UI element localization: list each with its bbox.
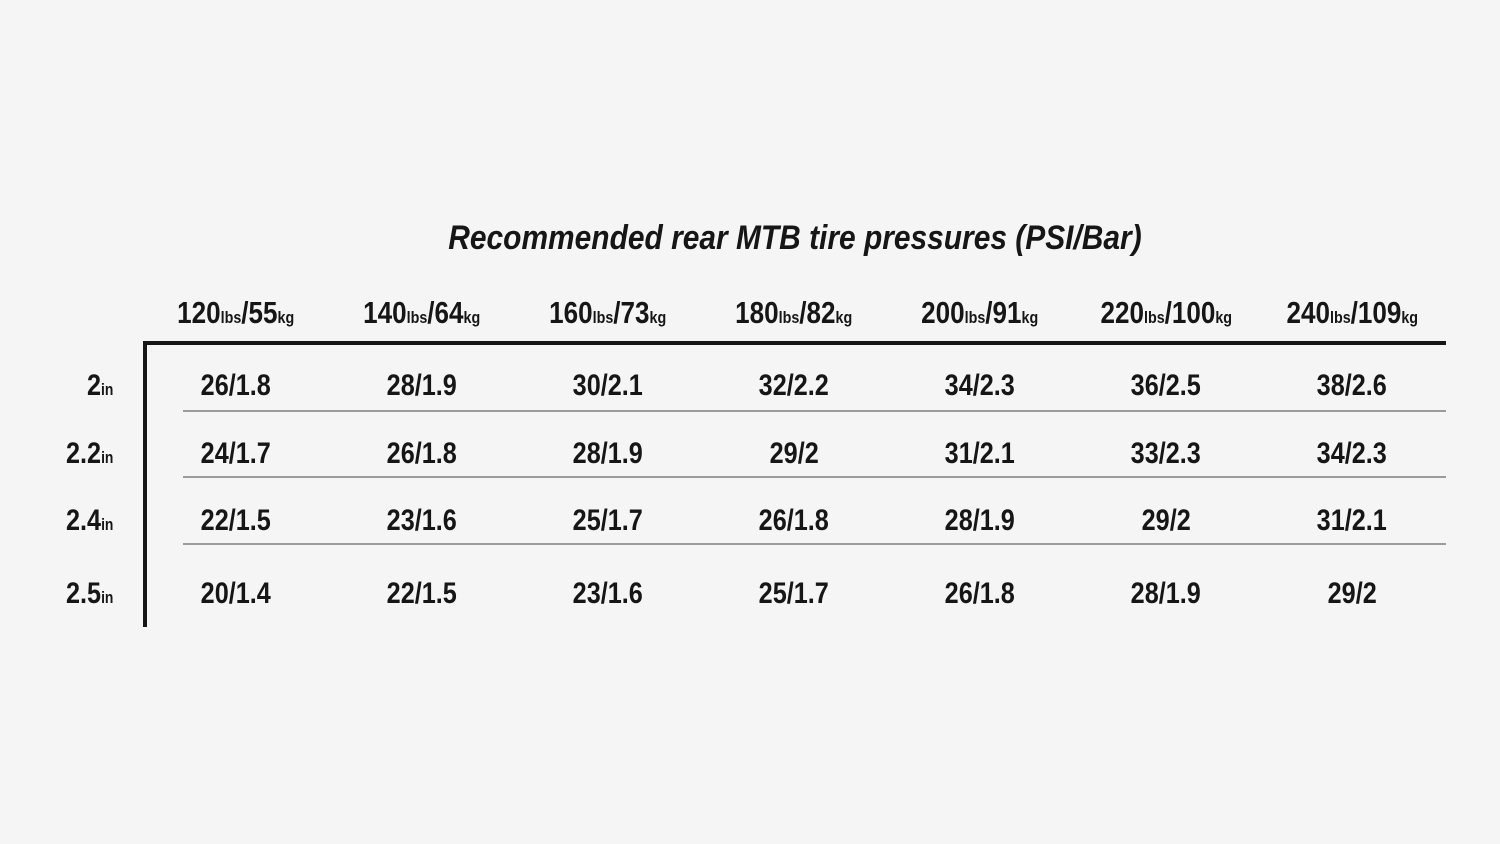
unit-lbs: lbs: [592, 308, 614, 327]
row-label-2-2in: 2.2in: [0, 412, 143, 478]
table-cell: 36/2.5: [1130, 368, 1202, 402]
row-separator: [183, 476, 1446, 478]
header-weight-lbs: 180: [735, 295, 779, 330]
unit-in: in: [100, 589, 113, 607]
page-title-text: Recommended rear MTB tire pressures (PSI…: [447, 219, 1142, 257]
column-header-120lbs: 120lbs/55kg: [143, 285, 329, 341]
table-cell: 28/1.9: [1130, 577, 1202, 610]
unit-lbs: lbs: [778, 308, 800, 327]
header-weight-kg: /73: [613, 295, 650, 330]
unit-kg: kg: [1401, 308, 1418, 327]
header-weight-lbs: 160: [549, 295, 593, 330]
table-left-border: [143, 341, 147, 627]
row-label-2-4in: 2.4in: [0, 478, 143, 545]
unit-kg: kg: [277, 308, 295, 327]
header-weight-kg: /64: [427, 295, 464, 330]
unit-lbs: lbs: [1329, 308, 1351, 327]
unit-lbs: lbs: [220, 308, 242, 327]
table-cell: 34/2.3: [944, 368, 1016, 402]
table-cell: 22/1.5: [386, 577, 458, 610]
table-cell: 30/2.1: [572, 368, 644, 402]
table-cell: 24/1.7: [200, 437, 272, 470]
unit-kg: kg: [463, 308, 481, 327]
header-weight-lbs: 220: [1100, 295, 1144, 330]
column-header-160lbs: 160lbs/73kg: [515, 285, 701, 341]
table-cell: 29/2: [769, 437, 819, 470]
unit-in: in: [100, 380, 113, 399]
table-cell: 26/1.8: [200, 368, 272, 402]
header-weight-kg: /100: [1164, 295, 1216, 330]
header-weight-lbs: 120: [177, 295, 221, 330]
tire-size: 2: [86, 368, 101, 402]
table-cell: 22/1.5: [200, 503, 272, 537]
pressure-table: 120lbs/55kg 140lbs/64kg 160lbs/73kg 180l…: [0, 285, 1445, 625]
column-header-220lbs: 220lbs/100kg: [1073, 285, 1259, 341]
row-label-2-5in: 2.5in: [0, 545, 143, 625]
table-cell: 28/1.9: [572, 437, 644, 470]
row-label-2in: 2in: [0, 341, 143, 412]
unit-kg: kg: [835, 308, 853, 327]
table-cell: 25/1.7: [572, 503, 644, 537]
column-header-140lbs: 140lbs/64kg: [329, 285, 515, 341]
unit-lbs: lbs: [964, 308, 986, 327]
table-cell: 26/1.8: [758, 503, 830, 537]
unit-kg: kg: [1215, 308, 1232, 327]
header-weight-kg: /82: [799, 295, 836, 330]
unit-kg: kg: [649, 308, 667, 327]
table-cell: 23/1.6: [386, 503, 458, 537]
corner-spacer: [0, 285, 143, 341]
table-cell: 25/1.7: [758, 577, 830, 610]
unit-lbs: lbs: [1143, 308, 1165, 327]
table-cell: 23/1.6: [572, 577, 644, 610]
page-title: Recommended rear MTB tire pressures (PSI…: [143, 219, 1446, 258]
header-weight-lbs: 140: [363, 295, 407, 330]
column-header-180lbs: 180lbs/82kg: [701, 285, 887, 341]
table-cell: 31/2.1: [1316, 503, 1388, 537]
table-cell: 33/2.3: [1130, 437, 1202, 470]
table-cell: 32/2.2: [758, 368, 830, 402]
table-cell: 34/2.3: [1316, 437, 1388, 470]
table-cell: 38/2.6: [1316, 368, 1388, 402]
unit-lbs: lbs: [406, 308, 428, 327]
header-weight-kg: /109: [1350, 295, 1402, 330]
row-separator: [183, 410, 1446, 412]
header-weight-kg: /91: [985, 295, 1022, 330]
header-weight-lbs: 240: [1286, 295, 1330, 330]
row-separator: [183, 543, 1446, 545]
table-cell: 29/2: [1327, 577, 1377, 610]
table-cell: 28/1.9: [386, 368, 458, 402]
table-cell: 29/2: [1141, 503, 1191, 537]
table-cell: 26/1.8: [944, 577, 1016, 610]
unit-in: in: [100, 515, 113, 534]
table-top-border: [143, 341, 1446, 345]
column-header-200lbs: 200lbs/91kg: [887, 285, 1073, 341]
header-weight-kg: /55: [241, 295, 278, 330]
table-cell: 26/1.8: [386, 437, 458, 470]
table-cell: 28/1.9: [944, 503, 1016, 537]
tire-size: 2.2: [65, 437, 101, 470]
table-cell: 20/1.4: [200, 577, 272, 610]
tire-size: 2.5: [65, 577, 101, 610]
unit-kg: kg: [1021, 308, 1039, 327]
header-weight-lbs: 200: [921, 295, 965, 330]
tire-size: 2.4: [65, 503, 101, 537]
table-cell: 31/2.1: [944, 437, 1016, 470]
unit-in: in: [100, 449, 113, 467]
column-header-240lbs: 240lbs/109kg: [1259, 285, 1445, 341]
